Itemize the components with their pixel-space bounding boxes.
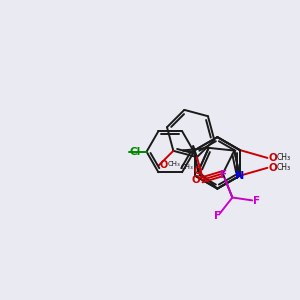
Text: F: F	[253, 196, 260, 206]
Text: CH₃: CH₃	[181, 164, 194, 170]
Text: F: F	[214, 212, 221, 221]
Text: N: N	[235, 171, 244, 181]
Text: O: O	[193, 166, 201, 176]
Text: O: O	[160, 160, 168, 170]
Text: O: O	[268, 153, 277, 163]
Text: F: F	[220, 170, 227, 180]
Text: O: O	[268, 163, 277, 173]
Text: CH₃: CH₃	[276, 163, 290, 172]
Text: CH₃: CH₃	[276, 153, 290, 162]
Text: Cl: Cl	[130, 147, 141, 157]
Text: CH₃: CH₃	[168, 161, 180, 167]
Text: O: O	[191, 175, 200, 185]
